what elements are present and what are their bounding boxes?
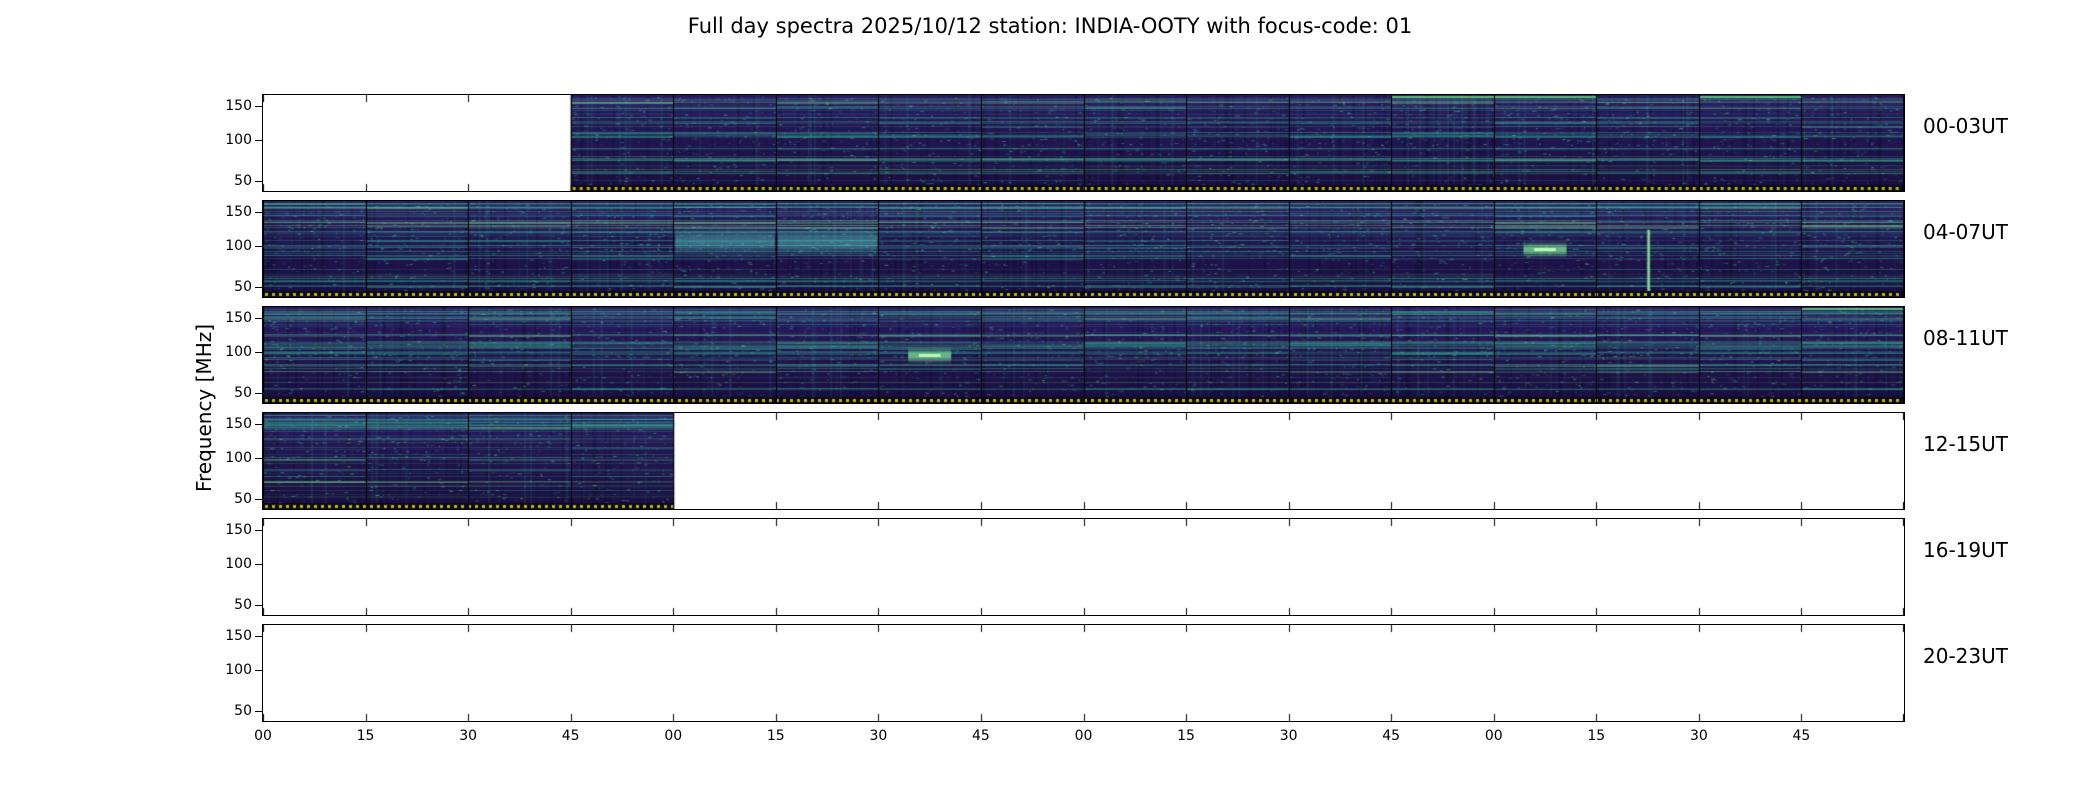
y-tick-mark (255, 423, 262, 425)
y-tick-mark (255, 105, 262, 107)
y-tick-mark (255, 710, 262, 712)
y-tick-label: 150 (225, 521, 252, 538)
y-tick-label: 150 (225, 97, 252, 114)
spectrogram-canvas (263, 95, 1904, 191)
y-tick-label: 150 (225, 309, 252, 326)
spectra-row-04-07ut (262, 200, 1905, 298)
row-time-label: 08-11UT (1923, 326, 2008, 350)
row-time-label: 00-03UT (1923, 114, 2008, 138)
y-tick-mark (255, 317, 262, 319)
y-tick-label: 100 (225, 238, 252, 255)
row-time-label: 12-15UT (1923, 432, 2008, 456)
y-tick-mark (255, 529, 262, 531)
x-tick-label: 00 (1074, 728, 1093, 744)
spectrogram-canvas (263, 625, 1904, 721)
x-tick-label: 45 (1382, 728, 1401, 744)
spectra-row-20-23ut (262, 624, 1905, 722)
y-tick-mark (255, 498, 262, 500)
y-tick-label: 50 (234, 278, 252, 295)
y-tick-label: 50 (234, 384, 252, 401)
row-time-label: 20-23UT (1923, 644, 2008, 668)
x-tick-label: 15 (356, 728, 375, 744)
x-tick-label: 00 (664, 728, 683, 744)
y-tick-label: 100 (225, 344, 252, 361)
x-tick-label: 45 (1792, 728, 1811, 744)
x-tick-label: 00 (1484, 728, 1503, 744)
y-tick-label: 150 (225, 203, 252, 220)
y-tick-label: 100 (225, 450, 252, 467)
x-tick-label: 45 (972, 728, 990, 744)
y-tick-mark (255, 140, 262, 142)
y-tick-label: 50 (234, 490, 252, 507)
y-tick-label: 100 (225, 132, 252, 149)
x-tick-label: 30 (459, 728, 478, 744)
spectra-row-00-03ut (262, 94, 1905, 192)
spectrogram-canvas (263, 413, 1904, 509)
x-tick-label: 00 (254, 728, 272, 744)
y-axis-label: Frequency [MHz] (192, 323, 216, 493)
x-tick-label: 45 (561, 728, 580, 744)
y-tick-label: 50 (234, 702, 252, 719)
x-tick-label: 15 (1177, 728, 1195, 744)
y-tick-mark (255, 635, 262, 637)
y-tick-mark (255, 604, 262, 606)
x-tick-label: 15 (1587, 728, 1606, 744)
spectrogram-canvas (263, 519, 1904, 615)
y-tick-mark (255, 286, 262, 288)
spectra-row-12-15ut (262, 412, 1905, 510)
y-tick-mark (255, 564, 262, 566)
y-tick-mark (255, 246, 262, 248)
figure-title: Full day spectra 2025/10/12 station: IND… (687, 14, 1413, 38)
x-tick-label: 30 (1689, 728, 1708, 744)
y-tick-mark (255, 180, 262, 182)
y-tick-mark (255, 458, 262, 460)
y-tick-mark (255, 211, 262, 213)
y-tick-label: 50 (234, 172, 252, 189)
spectra-row-16-19ut (262, 518, 1905, 616)
y-tick-mark (255, 670, 262, 672)
y-tick-label: 150 (225, 627, 252, 644)
y-tick-label: 100 (225, 662, 252, 679)
row-time-label: 16-19UT (1923, 538, 2008, 562)
y-tick-label: 50 (234, 596, 252, 613)
x-tick-label: 30 (1279, 728, 1298, 744)
x-tick-label: 15 (766, 728, 785, 744)
y-tick-mark (255, 392, 262, 394)
y-tick-label: 150 (225, 415, 252, 432)
row-time-label: 04-07UT (1923, 220, 2008, 244)
spectra-row-08-11ut (262, 306, 1905, 404)
spectrogram-canvas (263, 201, 1904, 297)
y-tick-label: 100 (225, 556, 252, 573)
spectrogram-canvas (263, 307, 1904, 403)
x-tick-label: 30 (869, 728, 888, 744)
y-tick-mark (255, 352, 262, 354)
